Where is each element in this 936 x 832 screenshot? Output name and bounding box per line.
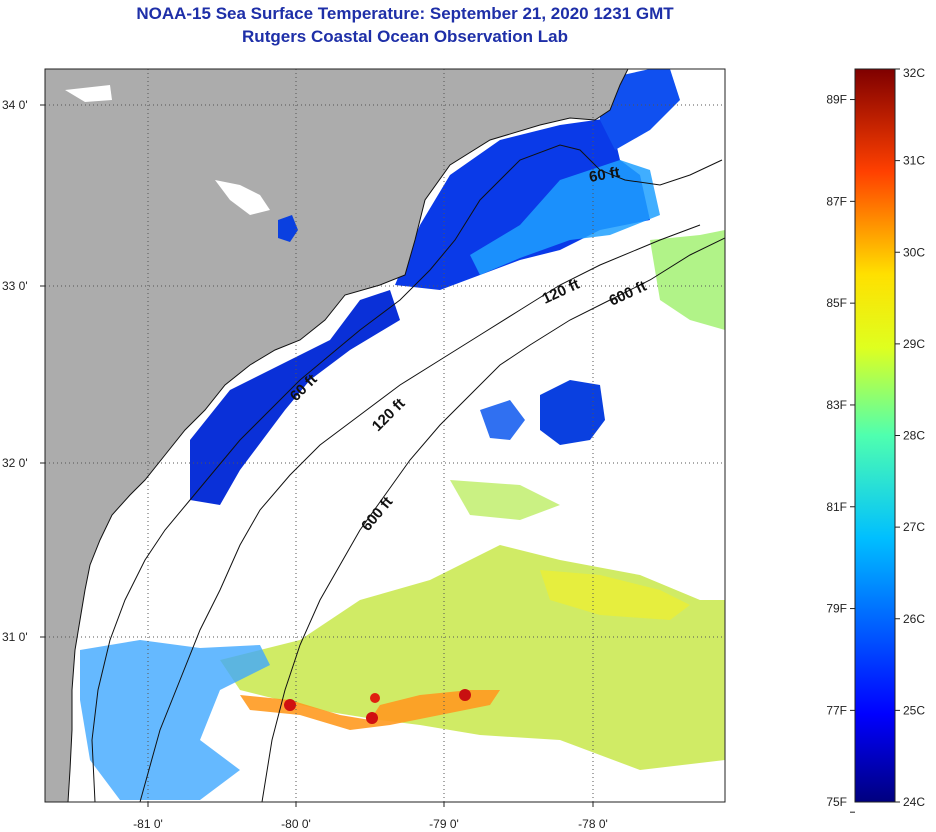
sst-warm-band xyxy=(540,570,690,620)
sst-green-patch-mid xyxy=(450,480,560,520)
colorbar-label-c: 27C xyxy=(903,520,925,534)
inland-cloud-north xyxy=(65,85,112,102)
colorbar-label-f: 89F xyxy=(826,93,847,107)
colorbar xyxy=(854,68,896,803)
sst-hot-spot xyxy=(370,693,380,703)
tick-marks xyxy=(40,104,594,807)
lat-tick-label: 32 0' xyxy=(2,456,28,470)
contour-label: 60 ft xyxy=(588,164,621,186)
colorbar-label-f: 85F xyxy=(826,296,847,310)
sst-cold-nearshore-north xyxy=(395,118,650,290)
sst-cold-eddy xyxy=(540,380,605,445)
colorbar-label-c: 30C xyxy=(903,245,925,259)
sst-hot-spot xyxy=(459,689,471,701)
colorbar-ticks: 32C 31C 30C 29C 28C 27C 26C 25C 24C 89F 87F 85F 83F 8… xyxy=(826,66,925,813)
colorbar-label-c: 25C xyxy=(903,703,925,717)
sst-green-patch-east xyxy=(650,230,725,330)
inland-cloud xyxy=(215,180,270,215)
sst-cold-eddy-west xyxy=(480,400,525,440)
map-title: NOAA-15 Sea Surface Temperature: Septemb… xyxy=(136,4,674,23)
lat-tick-label: 33 0' xyxy=(2,279,28,293)
land-mass xyxy=(45,69,628,802)
lon-tick-label: -79 0' xyxy=(429,817,459,831)
lat-tick-label: 31 0' xyxy=(2,630,28,644)
lon-tick-label: -78 0' xyxy=(578,817,608,831)
colorbar-label-c: 31C xyxy=(903,154,925,168)
coastline xyxy=(67,69,629,802)
sst-cold-inlet-north xyxy=(600,69,680,150)
graticule xyxy=(45,69,725,802)
sst-nearshore-fade xyxy=(470,160,660,275)
sst-cool-patch-south xyxy=(80,640,270,800)
lon-tick-label: -81 0' xyxy=(133,817,163,831)
colorbar-label-f: 77F xyxy=(826,703,847,717)
sst-hot-spot xyxy=(366,712,378,724)
colorbar-label-f: 79F xyxy=(826,602,847,616)
colorbar-label-f: 83F xyxy=(826,398,847,412)
sst-hot-filament xyxy=(240,690,500,730)
contour-60ft xyxy=(91,144,723,802)
colorbar-label-c: 28C xyxy=(903,429,925,443)
sst-hot-spot xyxy=(284,699,296,711)
contour-600ft xyxy=(261,237,725,802)
colorbar-label-c: 32C xyxy=(903,66,925,80)
colorbar-label-c: 26C xyxy=(903,612,925,626)
lon-tick-label: -80 0' xyxy=(281,817,311,831)
inland-lake xyxy=(278,215,298,242)
sst-cold-nearshore-mid xyxy=(190,290,400,505)
map-subtitle: Rutgers Coastal Ocean Observation Lab xyxy=(242,27,568,46)
colorbar-label-f: 81F xyxy=(826,500,847,514)
colorbar-label-f: 87F xyxy=(826,194,847,208)
colorbar-label-f: 75F xyxy=(826,795,847,809)
contour-120ft xyxy=(139,224,701,802)
colorbar-label-c: 29C xyxy=(903,337,925,351)
lat-tick-label: 34 0' xyxy=(2,98,28,112)
colorbar-label-c: 24C xyxy=(903,795,925,809)
map-frame xyxy=(44,68,726,803)
